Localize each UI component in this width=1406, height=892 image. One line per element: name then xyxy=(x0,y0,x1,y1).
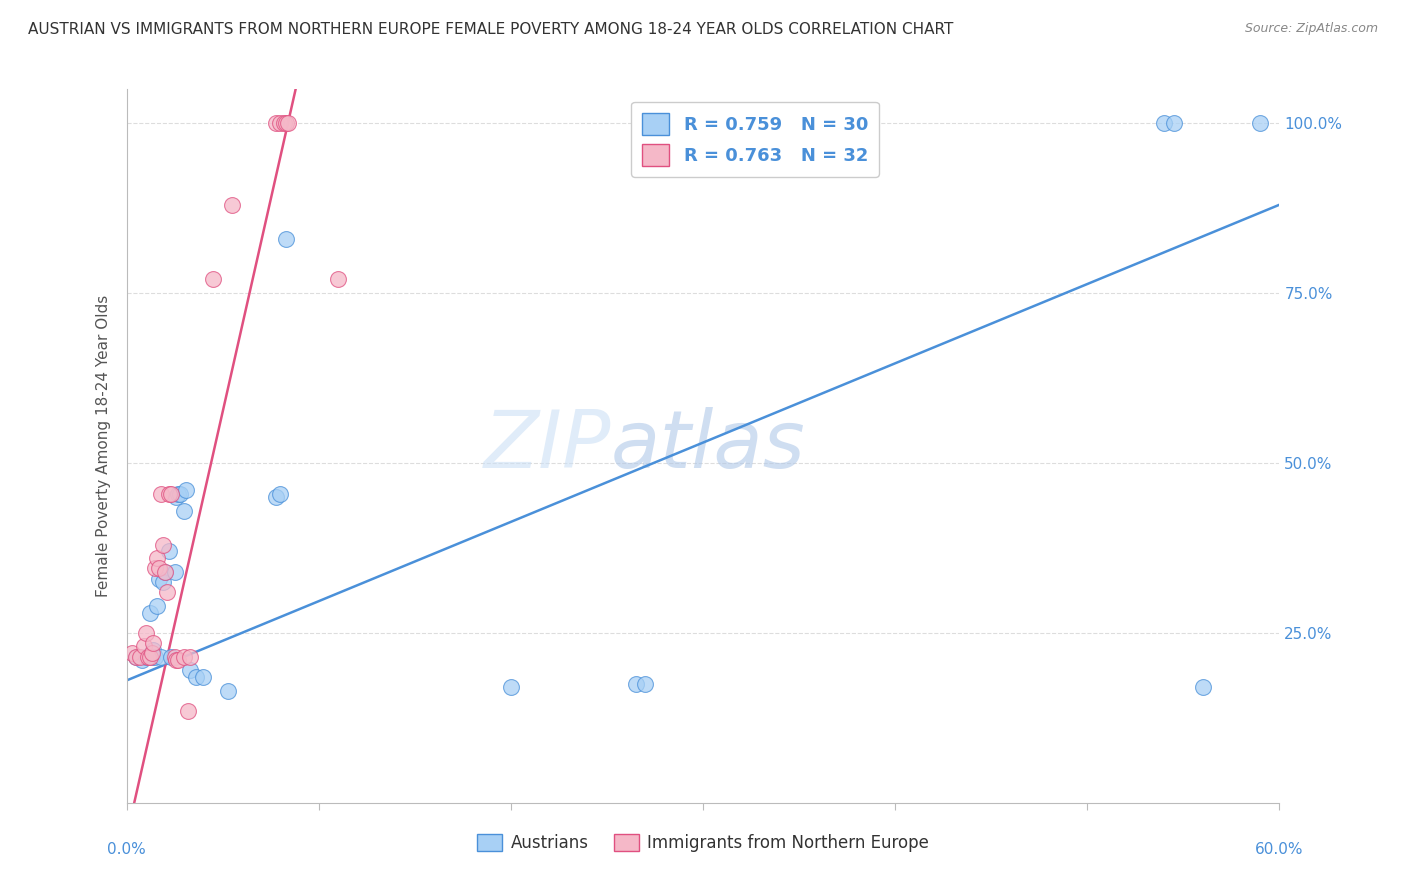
Point xyxy=(778,116,800,130)
Point xyxy=(273,116,295,130)
Point xyxy=(135,649,157,664)
Point xyxy=(131,653,153,667)
Point xyxy=(152,537,174,551)
Point xyxy=(141,646,163,660)
Point xyxy=(156,585,179,599)
Point xyxy=(159,649,181,664)
Point xyxy=(173,503,195,517)
Point xyxy=(177,704,200,718)
Point xyxy=(221,198,243,212)
Point xyxy=(174,483,197,498)
Point xyxy=(152,574,174,589)
Point xyxy=(136,649,159,664)
Point xyxy=(166,653,188,667)
Point xyxy=(150,486,173,500)
Point xyxy=(138,606,160,620)
Point xyxy=(173,649,195,664)
Point xyxy=(145,561,166,575)
Point xyxy=(179,663,201,677)
Point xyxy=(169,486,191,500)
Point xyxy=(166,490,188,504)
Point xyxy=(769,116,792,130)
Point xyxy=(167,486,190,500)
Y-axis label: Female Poverty Among 18-24 Year Olds: Female Poverty Among 18-24 Year Olds xyxy=(96,295,111,597)
Point xyxy=(146,599,169,613)
Point xyxy=(217,683,239,698)
Point xyxy=(179,649,201,664)
Point xyxy=(266,490,288,504)
Point xyxy=(159,486,181,500)
Point xyxy=(624,677,647,691)
Point xyxy=(266,116,288,130)
Point xyxy=(269,486,291,500)
Point xyxy=(135,626,157,640)
Text: Source: ZipAtlas.com: Source: ZipAtlas.com xyxy=(1244,22,1378,36)
Point xyxy=(1153,116,1175,130)
Point xyxy=(146,551,169,566)
Text: AUSTRIAN VS IMMIGRANTS FROM NORTHERN EUROPE FEMALE POVERTY AMONG 18-24 YEAR OLDS: AUSTRIAN VS IMMIGRANTS FROM NORTHERN EUR… xyxy=(28,22,953,37)
Point xyxy=(163,649,186,664)
Legend: Austrians, Immigrants from Northern Europe: Austrians, Immigrants from Northern Euro… xyxy=(471,827,935,859)
Point xyxy=(274,116,297,130)
Point xyxy=(125,649,148,664)
Point xyxy=(153,565,176,579)
Point xyxy=(157,486,180,500)
Text: 60.0%: 60.0% xyxy=(1256,842,1303,857)
Point xyxy=(1249,116,1271,130)
Point xyxy=(193,670,215,684)
Point xyxy=(326,272,349,286)
Point xyxy=(142,643,165,657)
Point xyxy=(121,646,143,660)
Point xyxy=(634,677,657,691)
Text: 0.0%: 0.0% xyxy=(107,842,146,857)
Point xyxy=(1163,116,1185,130)
Text: ZIP: ZIP xyxy=(484,407,610,485)
Point xyxy=(274,232,297,246)
Point xyxy=(499,680,522,694)
Point xyxy=(142,636,165,650)
Point xyxy=(125,649,148,664)
Point xyxy=(132,640,155,654)
Point xyxy=(163,565,186,579)
Text: atlas: atlas xyxy=(610,407,806,485)
Point xyxy=(157,544,180,558)
Point xyxy=(148,572,170,586)
Point xyxy=(150,649,173,664)
Point xyxy=(201,272,224,286)
Point xyxy=(184,670,207,684)
Point xyxy=(141,649,163,664)
Point xyxy=(138,649,160,664)
Point xyxy=(145,649,166,664)
Point xyxy=(148,561,170,575)
Point xyxy=(129,649,152,664)
Point xyxy=(269,116,291,130)
Point xyxy=(1191,680,1213,694)
Point xyxy=(277,116,299,130)
Point xyxy=(153,565,176,579)
Point xyxy=(167,653,190,667)
